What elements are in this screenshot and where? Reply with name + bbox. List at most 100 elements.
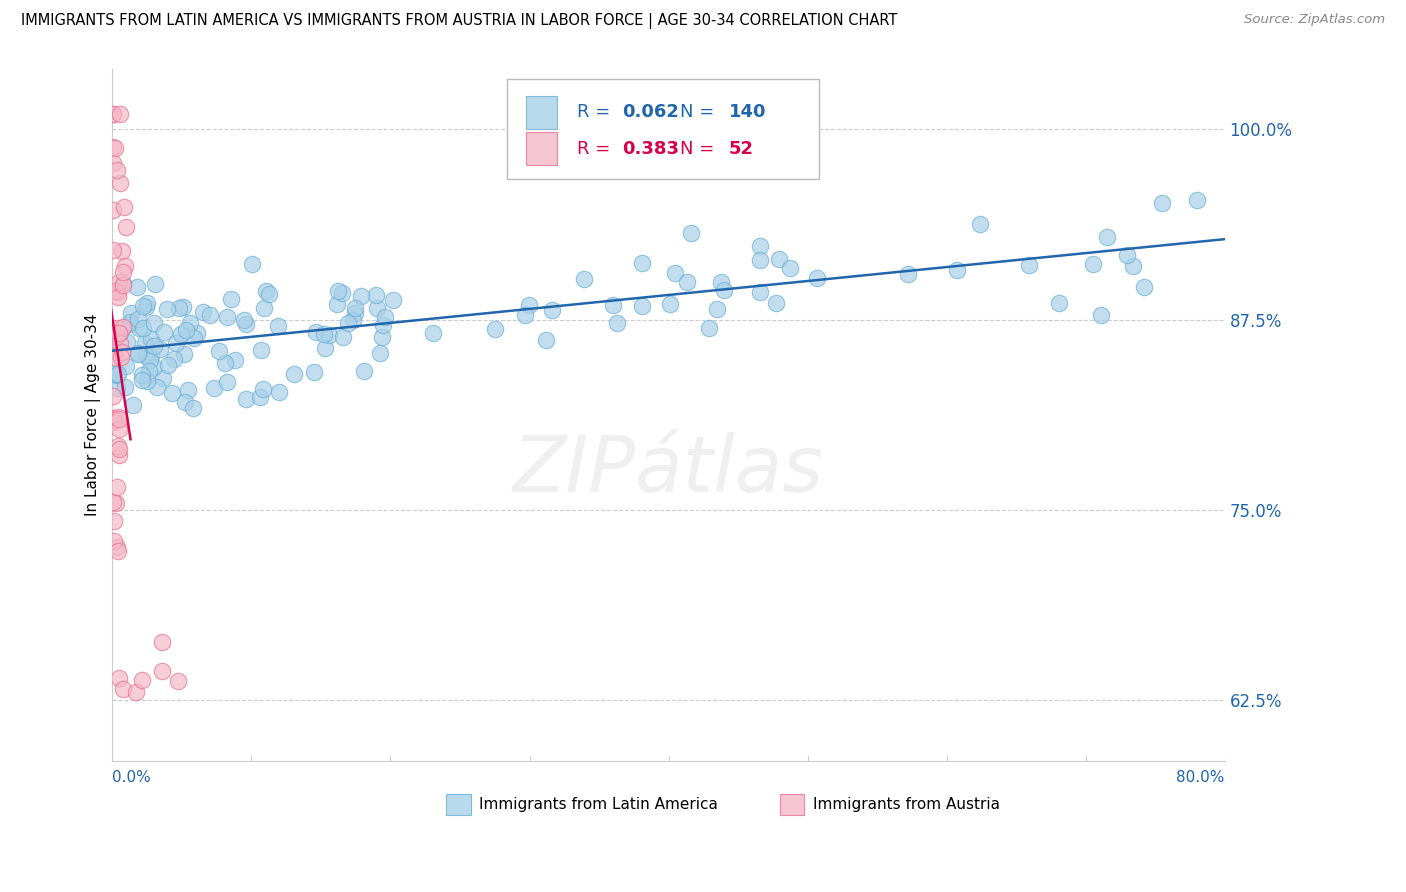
Point — [326, 284, 349, 298]
Point — [101, 495, 124, 509]
Point — [108, 411, 131, 425]
Point — [765, 295, 787, 310]
Point — [176, 323, 198, 337]
Point — [252, 382, 274, 396]
Point — [304, 325, 326, 339]
Point — [107, 544, 129, 558]
Text: 0.0%: 0.0% — [112, 770, 152, 785]
Point — [156, 302, 179, 317]
Point — [252, 301, 274, 315]
Point — [186, 326, 208, 340]
Point — [114, 359, 136, 373]
Point — [114, 259, 136, 273]
Point — [127, 347, 149, 361]
Text: Immigrants from Latin America: Immigrants from Latin America — [479, 797, 718, 812]
Point — [105, 540, 128, 554]
Point — [132, 300, 155, 314]
Point — [128, 320, 150, 334]
Point — [105, 321, 128, 335]
Point — [145, 277, 167, 291]
Point — [104, 141, 127, 155]
Point — [368, 345, 391, 359]
Point — [1018, 258, 1040, 272]
Point — [1150, 195, 1173, 210]
Point — [176, 383, 198, 397]
Point — [314, 341, 336, 355]
Point — [602, 298, 624, 312]
Point — [172, 300, 194, 314]
Point — [139, 332, 162, 346]
Text: R =: R = — [578, 140, 616, 158]
Point — [139, 353, 162, 368]
Point — [101, 107, 124, 121]
Point — [107, 409, 129, 424]
Point — [122, 398, 145, 412]
Point — [517, 298, 540, 312]
Point — [142, 316, 165, 330]
Point — [353, 364, 375, 378]
Point — [150, 665, 173, 679]
Point — [343, 301, 366, 315]
Point — [101, 416, 124, 430]
Point — [139, 349, 162, 363]
Point — [111, 244, 134, 259]
Text: 0.062: 0.062 — [621, 103, 679, 121]
Point — [422, 326, 444, 341]
Point — [342, 312, 364, 326]
Point — [118, 317, 141, 331]
Point — [343, 306, 366, 320]
Point — [107, 367, 129, 381]
Point — [779, 261, 801, 276]
Point — [105, 162, 128, 177]
Text: 0.383: 0.383 — [621, 140, 679, 158]
Point — [897, 267, 920, 281]
FancyBboxPatch shape — [526, 95, 557, 128]
Point — [107, 480, 129, 494]
Point — [103, 413, 125, 427]
Point — [110, 350, 132, 364]
Point — [710, 276, 733, 290]
Point — [181, 401, 204, 415]
Point — [191, 305, 214, 319]
Point — [107, 290, 129, 304]
Point — [163, 351, 186, 366]
Point — [217, 375, 239, 389]
Point — [371, 330, 394, 344]
Point — [110, 326, 132, 341]
Point — [198, 308, 221, 322]
Point — [152, 325, 174, 339]
Point — [167, 674, 190, 689]
Point — [183, 331, 205, 345]
Point — [1095, 229, 1118, 244]
Point — [217, 310, 239, 324]
Text: 140: 140 — [728, 103, 766, 121]
Point — [630, 299, 652, 313]
Point — [749, 239, 772, 253]
Point — [125, 280, 148, 294]
Point — [541, 303, 564, 318]
Point — [969, 217, 991, 231]
Point — [101, 244, 124, 258]
FancyBboxPatch shape — [446, 794, 471, 815]
Point — [107, 326, 129, 340]
Point — [214, 356, 236, 370]
Point — [108, 176, 131, 190]
Text: N =: N = — [679, 140, 720, 158]
Point — [108, 335, 131, 350]
Point — [332, 286, 354, 301]
Point — [208, 344, 231, 359]
Point — [108, 107, 131, 121]
Point — [101, 203, 124, 218]
Point — [112, 200, 135, 214]
Point — [257, 286, 280, 301]
Point — [105, 381, 128, 395]
Point — [515, 308, 537, 322]
Point — [536, 333, 558, 347]
Point — [157, 358, 180, 372]
Point — [101, 107, 124, 121]
FancyBboxPatch shape — [780, 794, 804, 815]
Point — [136, 374, 159, 388]
Point — [105, 368, 128, 382]
Point — [326, 297, 349, 311]
Point — [108, 276, 131, 290]
